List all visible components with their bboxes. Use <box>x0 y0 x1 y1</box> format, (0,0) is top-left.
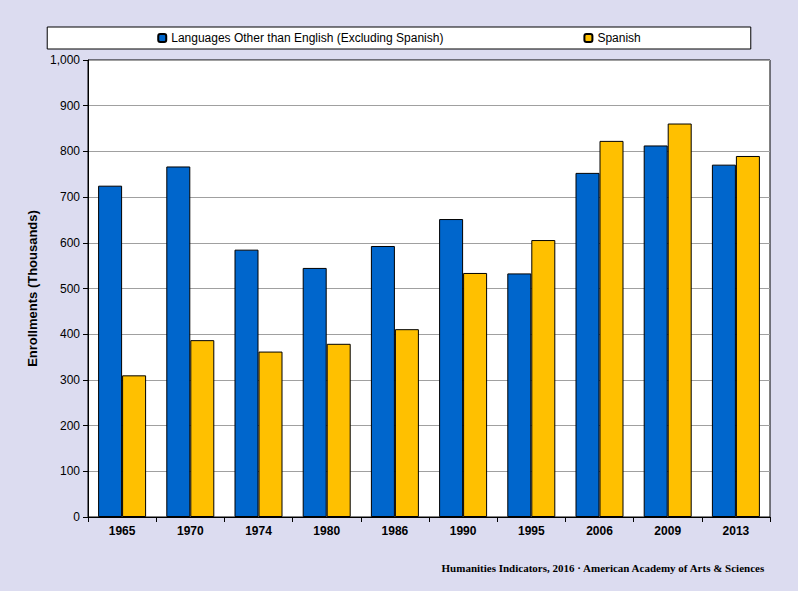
svg-text:0: 0 <box>73 510 80 524</box>
svg-text:1986: 1986 <box>382 524 409 538</box>
svg-text:1980: 1980 <box>313 524 340 538</box>
svg-text:Languages Other than English (: Languages Other than English (Excluding … <box>171 31 443 45</box>
svg-text:Enrollments (Thousands): Enrollments (Thousands) <box>25 210 40 367</box>
svg-text:300: 300 <box>60 373 80 387</box>
svg-text:1,000: 1,000 <box>50 53 80 67</box>
svg-text:2013: 2013 <box>723 524 750 538</box>
svg-text:2009: 2009 <box>654 524 681 538</box>
svg-text:1970: 1970 <box>177 524 204 538</box>
svg-text:1974: 1974 <box>245 524 272 538</box>
svg-text:2006: 2006 <box>586 524 613 538</box>
svg-text:600: 600 <box>60 236 80 250</box>
svg-text:1965: 1965 <box>109 524 136 538</box>
svg-text:1990: 1990 <box>450 524 477 538</box>
svg-text:1995: 1995 <box>518 524 545 538</box>
svg-text:Humanities Indicators, 2016 ·: Humanities Indicators, 2016 · American A… <box>442 562 765 574</box>
svg-text:500: 500 <box>60 282 80 296</box>
svg-text:200: 200 <box>60 419 80 433</box>
svg-text:800: 800 <box>60 144 80 158</box>
svg-text:Spanish: Spanish <box>597 31 640 45</box>
svg-text:100: 100 <box>60 464 80 478</box>
svg-text:700: 700 <box>60 190 80 204</box>
svg-text:400: 400 <box>60 327 80 341</box>
svg-text:900: 900 <box>60 99 80 113</box>
